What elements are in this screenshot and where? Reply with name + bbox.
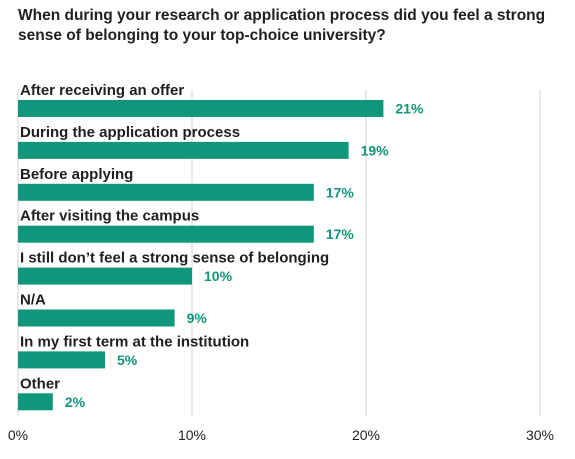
bar <box>18 351 105 369</box>
value-label: 9% <box>187 310 208 326</box>
bar <box>18 267 192 285</box>
x-tick-label: 20% <box>352 427 380 443</box>
chart-title: When during your research or application… <box>18 7 546 44</box>
value-label: 17% <box>326 184 355 200</box>
bar <box>18 141 349 159</box>
bar <box>18 309 175 327</box>
bar <box>18 100 384 117</box>
category-label: After visiting the campus <box>20 208 199 225</box>
x-tick-label: 10% <box>178 427 206 443</box>
value-label: 10% <box>204 268 233 284</box>
category-label: After receiving an offer <box>20 82 184 99</box>
x-tick-label: 0% <box>8 427 28 443</box>
x-tick-label: 30% <box>526 427 554 443</box>
bar <box>18 183 314 201</box>
value-label: 21% <box>395 101 424 117</box>
category-label: Other <box>20 375 60 392</box>
value-label: 2% <box>65 394 86 410</box>
bar-layer: After receiving an offer 21% During the ap… <box>18 82 424 411</box>
category-label: During the application process <box>20 124 240 141</box>
bar <box>18 225 314 243</box>
value-label: 5% <box>117 352 138 368</box>
tick-layer: 0% 10% 20% 30% <box>8 427 554 443</box>
category-label: Before applying <box>20 166 133 183</box>
category-label: In my first term at the institution <box>20 333 249 350</box>
value-label: 17% <box>326 226 355 242</box>
value-label: 19% <box>361 142 390 158</box>
bar <box>18 393 53 411</box>
category-label: N/A <box>20 292 46 309</box>
category-label: I still don’t feel a strong sense of bel… <box>20 250 329 267</box>
